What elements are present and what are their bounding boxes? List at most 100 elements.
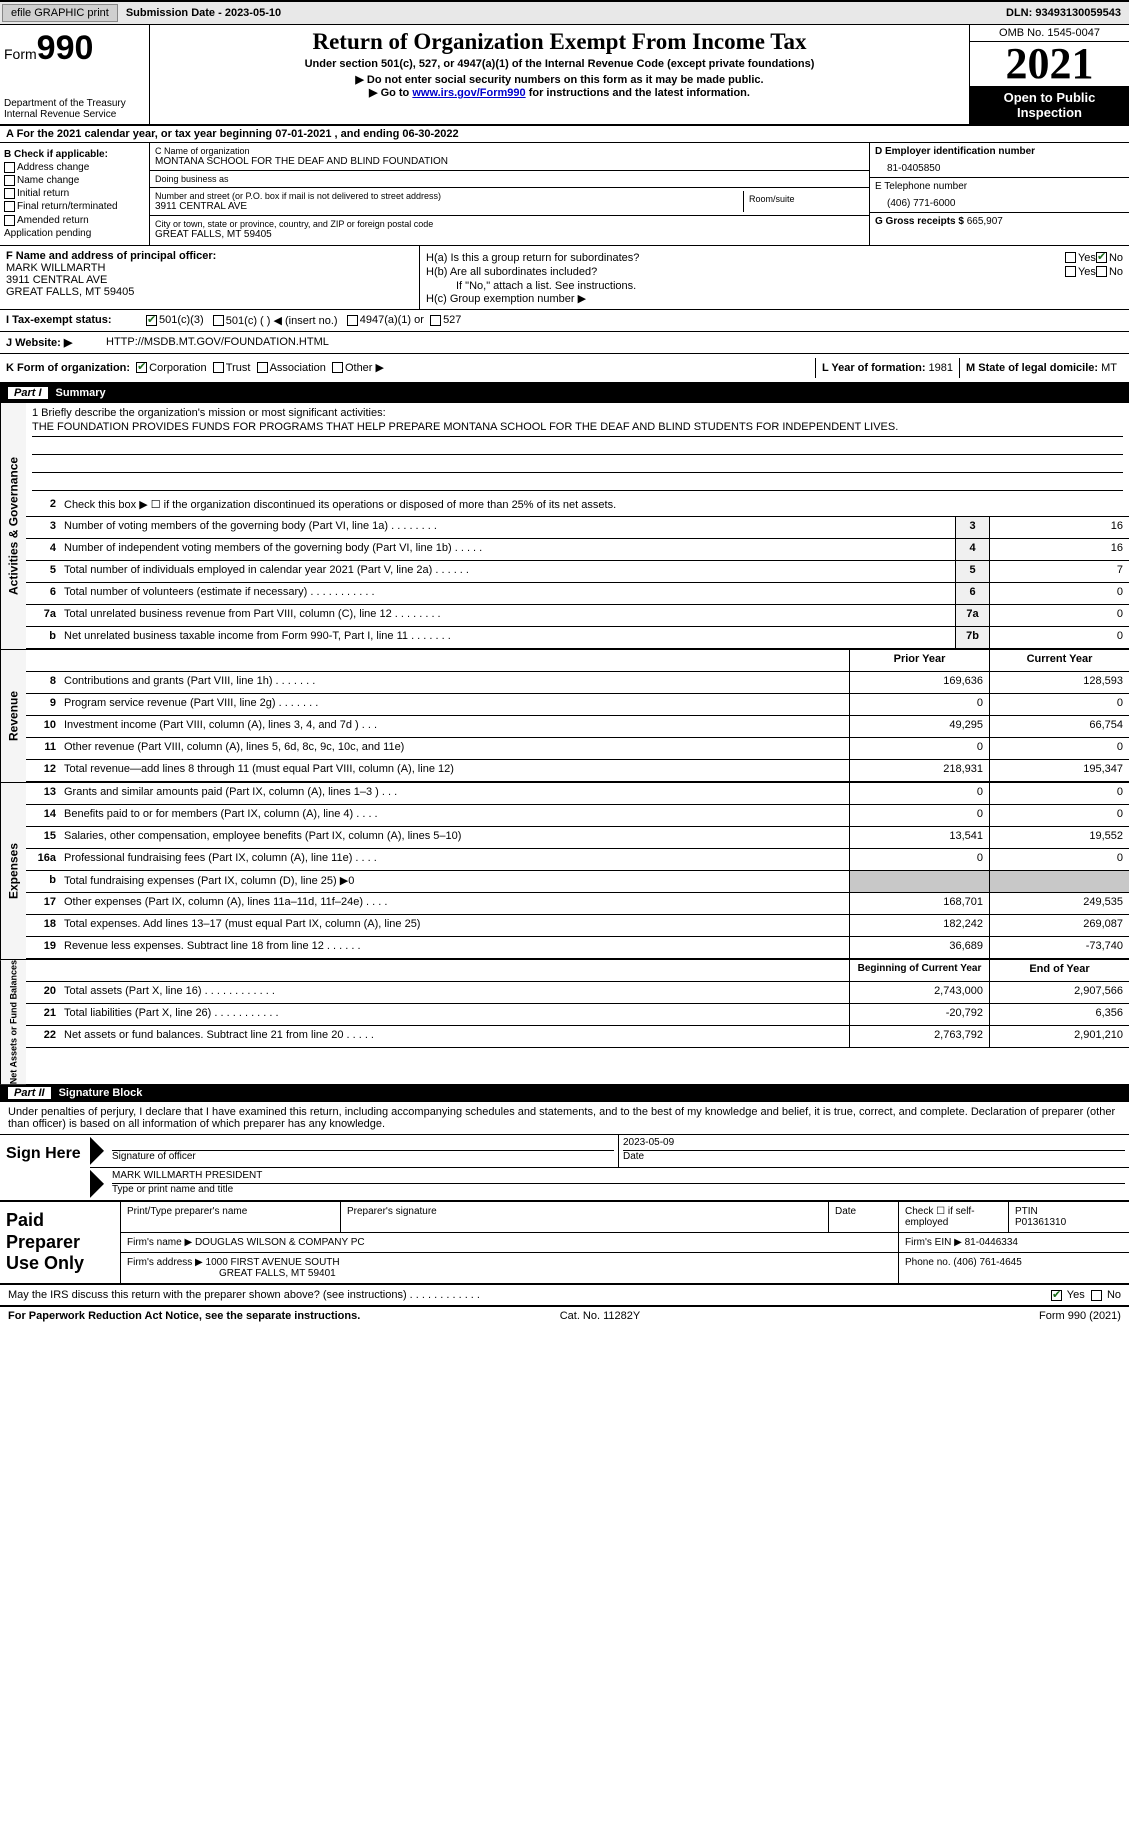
checkbox-other[interactable]	[332, 362, 343, 373]
summary-expenses: Expenses 13Grants and similar amounts pa…	[0, 782, 1129, 959]
checkbox-trust[interactable]	[213, 362, 224, 373]
summary-revenue: Revenue Prior YearCurrent Year 8Contribu…	[0, 649, 1129, 782]
summary-line: bNet unrelated business taxable income f…	[26, 627, 1129, 649]
summary-line: 11Other revenue (Part VIII, column (A), …	[26, 738, 1129, 760]
summary-line: 8Contributions and grants (Part VIII, li…	[26, 672, 1129, 694]
summary-line: 7aTotal unrelated business revenue from …	[26, 605, 1129, 627]
checkbox-name-change[interactable]	[4, 175, 15, 186]
top-bar: efile GRAPHIC print Submission Date - 20…	[0, 0, 1129, 25]
checkbox-hb-yes[interactable]	[1065, 266, 1076, 277]
sig-date: 2023-05-09	[623, 1137, 1125, 1151]
form-title: Return of Organization Exempt From Incom…	[154, 29, 965, 55]
mission-block: 1 Briefly describe the organization's mi…	[26, 403, 1129, 495]
summary-activities: Activities & Governance 1 Briefly descri…	[0, 402, 1129, 649]
checkbox-initial-return[interactable]	[4, 188, 15, 199]
vtab-expenses: Expenses	[0, 783, 26, 959]
submission-date: Submission Date - 2023-05-10	[120, 5, 287, 21]
discuss-row: May the IRS discuss this return with the…	[0, 1285, 1129, 1307]
checkbox-discuss-yes[interactable]	[1051, 1290, 1062, 1301]
summary-line: 20Total assets (Part X, line 16) . . . .…	[26, 982, 1129, 1004]
checkbox-amended[interactable]	[4, 215, 15, 226]
org-name: MONTANA SCHOOL FOR THE DEAF AND BLIND FO…	[155, 156, 864, 167]
ein: 81-0405850	[875, 157, 1124, 174]
row-a-calendar-year: A For the 2021 calendar year, or tax yea…	[0, 126, 1129, 143]
checkbox-assoc[interactable]	[257, 362, 268, 373]
paid-preparer-label: Paid Preparer Use Only	[0, 1202, 120, 1283]
form-footer-label: Form 990 (2021)	[1039, 1310, 1121, 1322]
officer-name: MARK WILLMARTH	[6, 262, 413, 274]
paid-preparer-block: Paid Preparer Use Only Print/Type prepar…	[0, 1202, 1129, 1285]
sign-here-label: Sign Here	[0, 1135, 90, 1200]
irs-link[interactable]: www.irs.gov/Form990	[412, 87, 525, 99]
summary-line: 3Number of voting members of the governi…	[26, 517, 1129, 539]
year-formation: 1981	[929, 362, 953, 374]
ptin: P01361310	[1015, 1217, 1066, 1228]
gross-receipts: 665,907	[967, 216, 1003, 227]
check-self-employed[interactable]: Check ☐ if self-employed	[899, 1202, 1009, 1232]
mission-text: THE FOUNDATION PROVIDES FUNDS FOR PROGRA…	[32, 421, 1123, 437]
firm-ein: 81-0446334	[965, 1237, 1018, 1248]
part-2-header: Part IISignature Block	[0, 1084, 1129, 1102]
vtab-net-assets: Net Assets or Fund Balances	[0, 960, 26, 1084]
row-i-tax-status: I Tax-exempt status: 501(c)(3) 501(c) ( …	[0, 310, 1129, 332]
street-address: 3911 CENTRAL AVE	[155, 201, 743, 212]
summary-line: 21Total liabilities (Part X, line 26) . …	[26, 1004, 1129, 1026]
vtab-activities: Activities & Governance	[0, 403, 26, 649]
cat-no: Cat. No. 11282Y	[560, 1310, 641, 1322]
summary-line: 5Total number of individuals employed in…	[26, 561, 1129, 583]
summary-line: 14Benefits paid to or for members (Part …	[26, 805, 1129, 827]
tax-year: 2021	[970, 42, 1129, 86]
checkbox-ha-yes[interactable]	[1065, 252, 1076, 263]
room-suite-label: Room/suite	[744, 191, 864, 212]
summary-line: 9Program service revenue (Part VIII, lin…	[26, 694, 1129, 716]
form-subtitle: Under section 501(c), 527, or 4947(a)(1)…	[154, 58, 965, 70]
col-c-org-info: C Name of organizationMONTANA SCHOOL FOR…	[150, 143, 869, 245]
summary-line: 12Total revenue—add lines 8 through 11 (…	[26, 760, 1129, 782]
sign-here-block: Sign Here Signature of officer 2023-05-0…	[0, 1135, 1129, 1202]
summary-line: 19Revenue less expenses. Subtract line 1…	[26, 937, 1129, 959]
dln-label: DLN: 93493130059543	[1006, 7, 1129, 19]
dept-label: Department of the Treasury Internal Reve…	[4, 98, 145, 120]
row-j-website: J Website: ▶ HTTP://MSDB.MT.GOV/FOUNDATI…	[0, 332, 1129, 354]
row-k-l-m: K Form of organization: Corporation Trus…	[0, 354, 1129, 384]
summary-line: 17Other expenses (Part IX, column (A), l…	[26, 893, 1129, 915]
checkbox-501c3[interactable]	[146, 315, 157, 326]
efile-print-button[interactable]: efile GRAPHIC print	[2, 4, 118, 22]
form-header: Form990 Department of the Treasury Inter…	[0, 25, 1129, 126]
firm-addr-1: 1000 FIRST AVENUE SOUTH	[206, 1257, 340, 1268]
vtab-revenue: Revenue	[0, 650, 26, 782]
checkbox-address-change[interactable]	[4, 162, 15, 173]
phone: (406) 771-6000	[875, 192, 1124, 209]
checkbox-501c[interactable]	[213, 315, 224, 326]
officer-city: GREAT FALLS, MT 59405	[6, 286, 413, 298]
checkbox-527[interactable]	[430, 315, 441, 326]
checkbox-ha-no[interactable]	[1096, 252, 1107, 263]
checkbox-corp[interactable]	[136, 362, 147, 373]
signature-intro: Under penalties of perjury, I declare th…	[0, 1102, 1129, 1135]
checkbox-hb-no[interactable]	[1096, 266, 1107, 277]
col-b-checkboxes: B Check if applicable: Address change Na…	[0, 143, 150, 245]
summary-line: 6Total number of volunteers (estimate if…	[26, 583, 1129, 605]
arrow-icon	[90, 1170, 104, 1198]
form-number: Form990	[4, 29, 145, 68]
open-public-badge: Open to Public Inspection	[970, 86, 1129, 124]
state-domicile: MT	[1101, 362, 1117, 374]
checkbox-4947[interactable]	[347, 315, 358, 326]
checkbox-discuss-no[interactable]	[1091, 1290, 1102, 1301]
page-footer: For Paperwork Reduction Act Notice, see …	[0, 1307, 1129, 1325]
checkbox-final-return[interactable]	[4, 201, 15, 212]
officer-signed-name: MARK WILLMARTH PRESIDENT	[112, 1170, 1125, 1184]
hb-note: If "No," attach a list. See instructions…	[426, 280, 1123, 292]
summary-line: 13Grants and similar amounts paid (Part …	[26, 783, 1129, 805]
summary-net-assets: Net Assets or Fund Balances Beginning of…	[0, 959, 1129, 1084]
summary-line: 16aProfessional fundraising fees (Part I…	[26, 849, 1129, 871]
col-d-e-g: D Employer identification number81-04058…	[869, 143, 1129, 245]
summary-line: 4Number of independent voting members of…	[26, 539, 1129, 561]
row-f-h: F Name and address of principal officer:…	[0, 246, 1129, 310]
ssn-warning: ▶ Do not enter social security numbers o…	[154, 73, 965, 86]
website-url: HTTP://MSDB.MT.GOV/FOUNDATION.HTML	[106, 336, 329, 348]
summary-line: 10Investment income (Part VIII, column (…	[26, 716, 1129, 738]
arrow-icon	[90, 1137, 104, 1165]
officer-street: 3911 CENTRAL AVE	[6, 274, 413, 286]
hc-label: H(c) Group exemption number ▶	[426, 292, 1123, 305]
